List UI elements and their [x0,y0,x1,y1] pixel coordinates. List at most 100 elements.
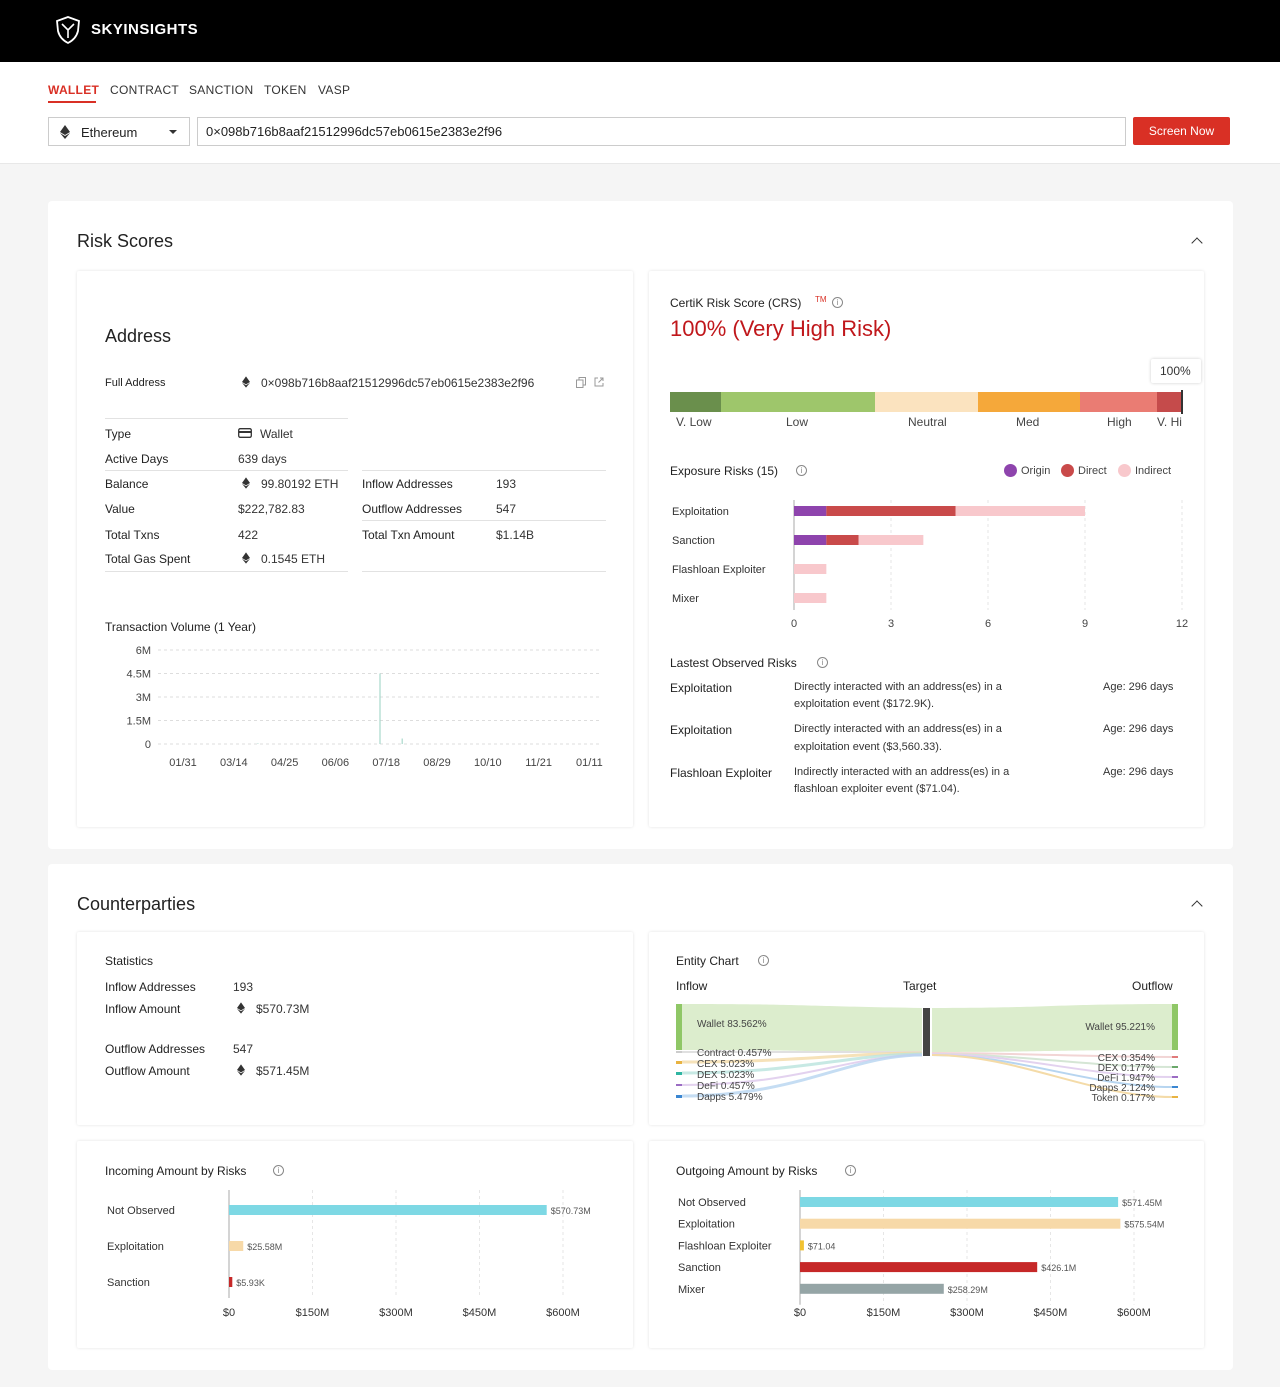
outgoing-title: Outgoing Amount by Risks [676,1164,818,1178]
divider [105,418,348,419]
node-token-out [1172,1096,1178,1098]
data-label: $5.93K [236,1278,265,1288]
x-tick-label: $600M [546,1307,580,1319]
divider [362,571,606,572]
inflow-amount-label: Inflow Amount [105,1002,181,1016]
entity-right-label: CEX 0.354% [1098,1053,1155,1064]
legend-swatch-indirect [1118,464,1131,477]
x-tick-label: 9 [1082,618,1088,630]
category-label: Not Observed [678,1197,746,1209]
node-dex-in [676,1072,682,1075]
bar [800,1262,1038,1273]
flow-wallet-out [932,1004,1172,1052]
flow-token-out [931,1054,1173,1098]
bar-indirect [858,535,924,545]
x-tick-label: 12 [1176,618,1188,630]
external-link-icon[interactable] [594,377,604,387]
entity-sankey-chart: Wallet 83.562% Contract 0.457% CEX 5.023… [676,1004,1178,1104]
flow-dapps-in [681,1053,923,1098]
legend-direct: Direct [1078,465,1107,477]
entity-right-label: DEX 0.177% [1098,1063,1155,1074]
balance-label: Balance [105,477,149,491]
tab-contract[interactable]: CONTRACT [110,83,180,97]
txn-volume-title: Transaction Volume (1 Year) [105,620,256,634]
x-tick-label: $450M [1034,1307,1068,1319]
y-tick-label: 6M [136,645,151,657]
x-tick-label: 08/29 [423,757,451,769]
bar-direct [826,506,956,516]
address-card-title: Address [105,326,172,346]
outflow-addresses-value: 547 [496,502,517,516]
tab-wallet[interactable]: WALLET [48,83,100,97]
chain-label: Ethereum [81,125,138,140]
info-icon[interactable]: i [845,1165,856,1176]
full-address-label: Full Address [105,377,166,389]
trademark: TM [815,295,827,304]
divider [105,470,348,471]
x-tick-label: 0 [791,618,797,630]
score-marker [1181,390,1183,414]
txn-volume-chart: 0 1.5M 3M 4.5M 6M 01/31 03/14 04/25 06/06 07/18 08… [127,645,603,769]
address-input[interactable] [197,117,1126,146]
latest-risk-desc: exploitation event ($172.9K). [794,698,935,710]
latest-risk-desc: exploitation event ($3,560.33). [794,741,942,753]
statistics-card [77,932,633,1125]
node-cex-in [676,1061,682,1064]
category-label: Flashloan Exploiter [672,564,766,576]
y-tick-label: 0 [145,739,151,751]
balance-value: 99.80192 ETH [261,477,339,491]
x-tick-label: $150M [296,1307,330,1319]
divider [362,470,606,471]
info-icon[interactable]: i [796,465,807,476]
chain-select[interactable]: Ethereum [48,117,190,146]
bar-direct [826,535,859,545]
bar-origin [794,506,827,516]
info-icon[interactable]: i [273,1165,284,1176]
node-wallet-out [1172,1004,1178,1050]
type-label: Type [105,427,132,441]
total-txns-label: Total Txns [105,528,160,542]
category-label: Exploitation [107,1241,164,1253]
x-tick-label: 10/10 [474,757,502,769]
full-address-value: 0×098b716b8aaf21512996dc57eb0615e2383e2f… [261,376,535,390]
data-label: $570.73M [551,1206,591,1216]
score-marker-tooltip [1151,359,1201,383]
x-tick-label: $300M [379,1307,413,1319]
copy-icon[interactable] [576,377,586,388]
address-card [77,271,633,827]
screen-now-button[interactable]: Screen Now [1133,117,1230,145]
bar [800,1218,1121,1229]
bar [229,1241,244,1251]
ethereum-icon [60,125,70,139]
tab-sanction[interactable]: SANCTION [189,83,254,97]
data-label: $426.1M [1041,1263,1076,1273]
section-title-risk-scores: Risk Scores [77,231,174,251]
category-label: Exploitation [678,1219,735,1231]
inflow-addresses-label: Inflow Addresses [362,477,453,491]
tab-token[interactable]: TOKEN [264,83,307,97]
scale-low [721,392,875,412]
ethereum-icon [242,376,250,388]
exposure-chart: 0 3 6 9 12 Exploitation Sanction Flashloan Expl… [672,500,1188,630]
category-label: Sanction [107,1277,150,1289]
x-tick-label: $150M [867,1307,901,1319]
info-icon[interactable]: i [832,297,843,308]
entity-inflow-label: Inflow [676,979,708,993]
incoming-title: Incoming Amount by Risks [105,1164,247,1178]
scale-label-med: Med [1016,415,1040,429]
node-dapps-in [676,1095,682,1098]
flow-dex-in [681,1052,923,1075]
top-bar: SKYINSIGHTS [0,0,1280,62]
exposure-title: Exposure Risks (15) [670,464,779,478]
x-tick-label: 01/31 [169,757,197,769]
tab-vasp[interactable]: VASP [318,83,351,97]
x-tick-label: $0 [794,1307,806,1319]
scale-vlow [670,392,721,412]
value-value: $222,782.83 [238,502,305,516]
info-icon[interactable]: i [817,657,828,668]
node-wallet-in [676,1004,682,1050]
inflow-amount-value: $570.73M [256,1002,310,1016]
info-icon[interactable]: i [758,955,769,966]
node-cex-out [1172,1056,1178,1058]
category-label: Mixer [672,593,699,605]
